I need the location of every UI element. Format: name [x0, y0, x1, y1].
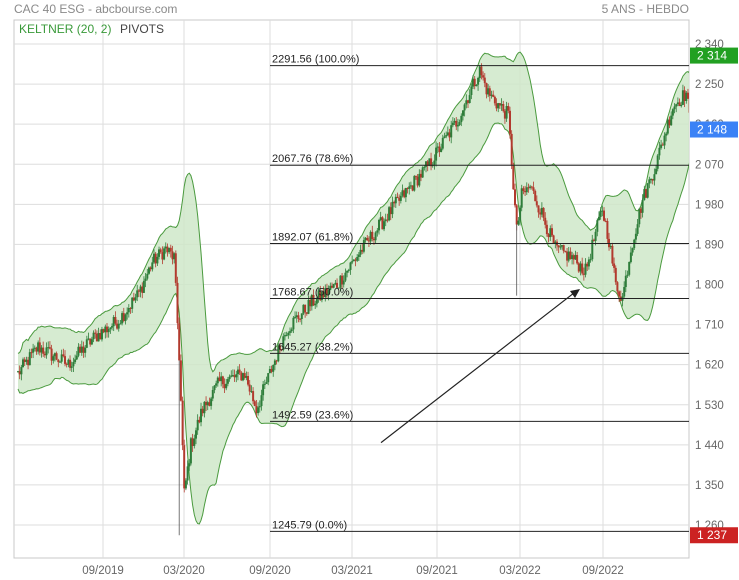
- x-tick-label: 03/2022: [499, 565, 541, 577]
- candle: [647, 183, 649, 199]
- legend-keltner[interactable]: KELTNER (20, 2): [19, 22, 111, 36]
- x-tick-label: 03/2020: [163, 565, 205, 577]
- candle: [175, 250, 177, 286]
- candle: [182, 397, 184, 450]
- y-tick-label: 2 250: [695, 79, 724, 91]
- fib-label: 2067.76 (78.6%): [272, 153, 353, 165]
- candle: [615, 265, 617, 285]
- candle: [611, 243, 613, 266]
- candle: [509, 107, 511, 139]
- candle: [178, 317, 180, 360]
- x-axis: 09/2019 03/2020 09/2020 03/2021 09/2021 03/20…: [82, 565, 624, 577]
- legend-pivots[interactable]: PIVOTS: [120, 22, 164, 36]
- x-tick-label: 09/2019: [82, 565, 124, 577]
- arrow-shaft: [381, 293, 574, 443]
- svg-text:2 314: 2 314: [697, 49, 727, 63]
- svg-text:1 237: 1 237: [697, 528, 727, 542]
- fib-label: 1645.27 (38.2%): [272, 341, 353, 353]
- candle: [190, 437, 192, 466]
- candle: [657, 154, 659, 171]
- price-badge-top: 2 314: [690, 48, 738, 64]
- fib-label: 1892.07 (61.8%): [272, 231, 353, 243]
- fib-label: 1768.67 (50.0%): [272, 286, 353, 298]
- price-badges: 2 314 2 148 1 237: [690, 48, 738, 544]
- y-tick-label: 1 530: [695, 400, 724, 412]
- y-tick-label: 1 620: [695, 360, 724, 372]
- trend-arrow: [381, 289, 580, 443]
- fib-label: 1492.59 (23.6%): [272, 409, 353, 421]
- y-tick-label: 2 070: [695, 159, 724, 171]
- y-tick-label: 1 980: [695, 199, 724, 211]
- y-tick-label: 1 890: [695, 239, 724, 251]
- keltner-band: [18, 52, 691, 524]
- price-badge-last: 2 148: [690, 122, 738, 138]
- price-badge-bottom: 1 237: [690, 527, 738, 543]
- candle: [511, 130, 513, 169]
- candle: [177, 277, 179, 329]
- x-tick-label: 09/2021: [416, 565, 458, 577]
- candle: [180, 354, 182, 401]
- fib-label: 1245.79 (0.0%): [272, 519, 347, 531]
- x-tick-label: 09/2022: [582, 565, 624, 577]
- y-tick-label: 1 440: [695, 440, 724, 452]
- candle: [534, 189, 536, 201]
- svg-text:2 148: 2 148: [697, 123, 727, 137]
- y-axis: 2 3402 2502 1602 0701 9801 8901 8001 710…: [695, 39, 724, 532]
- candle: [413, 175, 415, 192]
- candle: [628, 261, 630, 276]
- candle: [121, 311, 123, 325]
- x-tick-label: 03/2021: [331, 565, 373, 577]
- y-tick-label: 1 350: [695, 480, 724, 492]
- x-tick-label: 09/2020: [249, 565, 291, 577]
- y-tick-label: 1 800: [695, 280, 724, 292]
- candle: [512, 163, 514, 190]
- candle: [422, 166, 424, 178]
- y-tick-label: 1 710: [695, 320, 724, 332]
- fib-label: 2291.56 (100.0%): [272, 54, 359, 66]
- candle: [163, 246, 165, 260]
- arrow-head: [570, 289, 580, 298]
